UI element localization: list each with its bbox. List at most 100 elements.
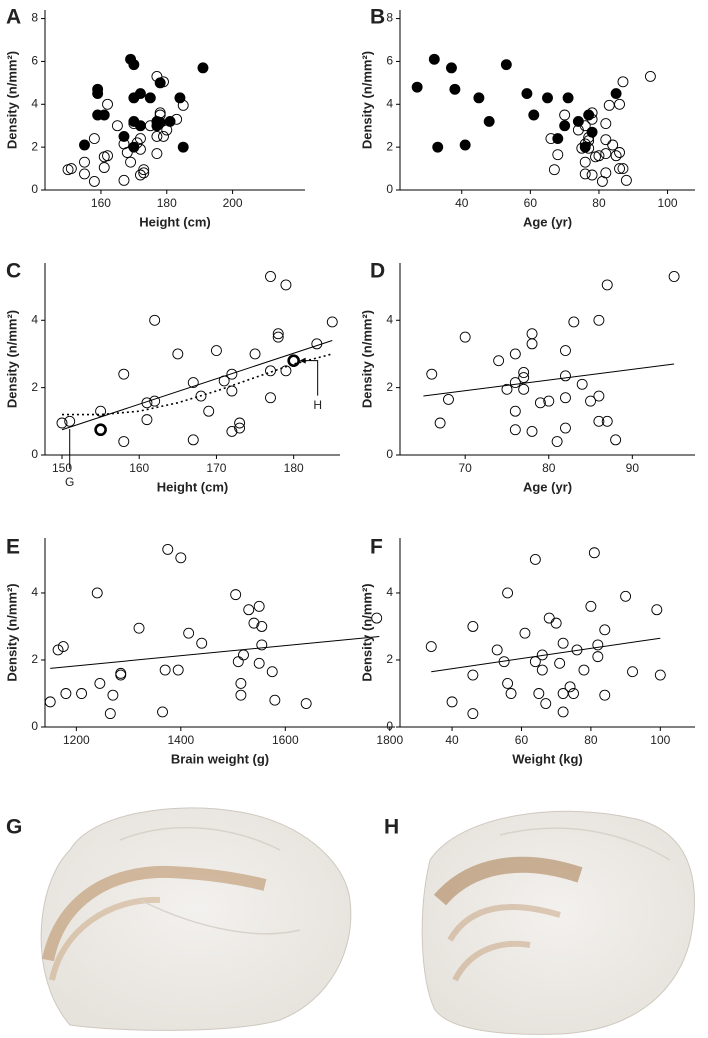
x-tick-label: 60	[524, 196, 538, 210]
data-point	[593, 150, 605, 162]
annotation: G	[65, 475, 74, 489]
data-point	[518, 367, 530, 378]
panel-letter: D	[370, 260, 385, 283]
data-point	[134, 169, 146, 181]
data-point	[610, 88, 622, 100]
data-point	[226, 385, 238, 397]
x-tick-label: 1600	[272, 733, 299, 747]
data-point	[536, 664, 548, 676]
data-point	[593, 415, 605, 427]
data-point	[172, 664, 184, 676]
data-point	[668, 271, 680, 282]
data-point	[141, 397, 153, 409]
data-point	[111, 120, 123, 132]
data-point	[249, 348, 261, 360]
data-point	[518, 372, 530, 383]
data-point	[557, 706, 569, 718]
data-point	[599, 689, 611, 701]
data-point	[620, 174, 632, 186]
data-point	[491, 644, 503, 656]
data-point	[519, 627, 531, 639]
y-axis-label: Density (n/mm²)	[4, 51, 19, 149]
y-tick-label: 6	[386, 54, 393, 68]
fit-line	[50, 636, 380, 669]
data-point	[498, 656, 510, 668]
data-point	[280, 365, 292, 377]
data-point	[548, 164, 560, 176]
data-point	[521, 88, 533, 100]
data-point	[158, 130, 169, 142]
x-tick-label: 70	[459, 461, 473, 475]
data-point	[601, 279, 613, 291]
data-point	[560, 345, 571, 357]
data-point	[235, 677, 247, 689]
x-tick-label: 1200	[63, 733, 90, 747]
data-point	[118, 368, 130, 380]
data-point	[218, 375, 230, 387]
data-point	[592, 639, 604, 651]
data-point	[172, 348, 184, 360]
y-axis-label: Density (n/mm²)	[359, 583, 374, 681]
data-point	[607, 139, 619, 151]
x-tick-label: 1400	[167, 733, 194, 747]
data-point	[467, 708, 479, 720]
data-point	[162, 543, 174, 555]
x-tick-label: 40	[445, 733, 459, 747]
y-tick-label: 2	[31, 139, 38, 153]
y-tick-label: 4	[386, 312, 393, 326]
x-tick-label: 80	[542, 461, 556, 475]
y-tick-label: 0	[386, 447, 393, 461]
x-tick-label: 150	[52, 461, 72, 475]
x-tick-label: 180	[157, 196, 177, 210]
x-tick-label: 60	[515, 733, 529, 747]
fit-line	[423, 363, 675, 397]
x-tick-label: 40	[455, 196, 469, 210]
data-point	[56, 417, 68, 429]
data-point	[593, 314, 605, 326]
data-point	[272, 328, 284, 340]
data-point	[121, 147, 133, 158]
data-point	[568, 688, 579, 699]
y-tick-label: 0	[31, 447, 38, 461]
x-tick-label: 100	[658, 196, 678, 210]
x-tick-label: 90	[626, 461, 640, 475]
data-point	[187, 434, 199, 446]
data-point	[210, 345, 222, 357]
stain-band	[447, 904, 561, 982]
data-point	[550, 617, 562, 629]
data-point	[95, 405, 107, 417]
data-point	[529, 553, 541, 565]
data-point	[459, 139, 471, 151]
data-point	[593, 390, 605, 402]
y-tick-label: 2	[31, 380, 38, 394]
stain-band	[433, 856, 583, 906]
data-point	[588, 547, 600, 559]
data-point	[600, 148, 612, 160]
data-point	[578, 664, 590, 676]
y-tick-label: 0	[386, 719, 393, 733]
data-point	[614, 163, 625, 175]
data-point	[526, 328, 538, 340]
x-tick-label: 100	[650, 733, 670, 747]
data-point	[128, 141, 140, 153]
data-point	[651, 604, 663, 616]
data-point	[557, 637, 569, 649]
y-tick-label: 8	[31, 11, 38, 25]
data-point	[552, 149, 564, 161]
data-point	[138, 164, 150, 176]
data-point	[88, 175, 100, 187]
data-point	[509, 424, 521, 436]
panel: B 0 2 4 6 8 40 60 80 100 Age (yr) Density (n/mm²)	[359, 6, 695, 229]
data-point	[177, 141, 189, 153]
x-axis-label: Height (cm)	[157, 479, 229, 494]
image-h	[421, 810, 695, 1035]
panel-letter: C	[6, 260, 21, 283]
data-point	[287, 354, 300, 367]
x-tick-label: 160	[91, 196, 111, 210]
data-point	[493, 355, 505, 367]
y-tick-label: 2	[386, 652, 393, 666]
data-point	[134, 120, 146, 132]
data-point	[576, 378, 588, 390]
data-point	[654, 669, 666, 681]
